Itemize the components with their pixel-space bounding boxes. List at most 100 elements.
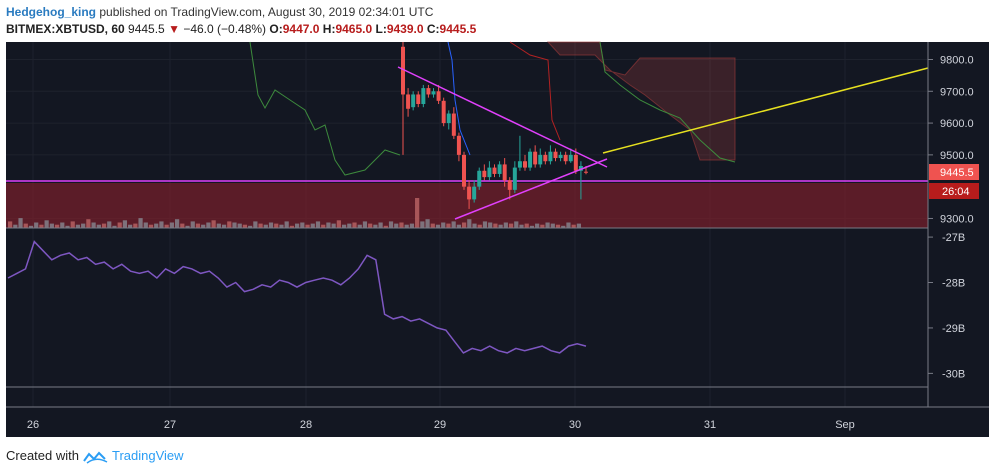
price-axis[interactable] [928, 42, 989, 387]
volume-bar [394, 223, 399, 228]
symbol-label: BITMEX:XBTUSD, 60 [6, 22, 125, 36]
volume-bar [420, 221, 425, 228]
volume-bar [576, 223, 581, 228]
volume-bar [519, 224, 524, 228]
candle [502, 158, 507, 187]
volume-bar [310, 223, 315, 228]
indicator-tick-label: -30B [942, 368, 965, 380]
volume-bar [143, 222, 148, 228]
volume-bar [441, 222, 446, 228]
volume-bar [75, 224, 81, 228]
candle [523, 154, 527, 171]
low-value: 9439.0 [386, 22, 424, 36]
created-with-label: Created with [6, 448, 79, 463]
volume-bar [508, 223, 514, 228]
volume-bar [472, 223, 477, 228]
publish-info: Hedgehog_king published on TradingView.c… [6, 5, 433, 19]
volume-bar [8, 221, 13, 228]
candle [507, 177, 512, 200]
last-price-badge: 9445.5 [929, 164, 979, 180]
volume-bar [185, 225, 190, 228]
volume-bar [555, 224, 561, 228]
candle [492, 164, 497, 178]
close-label: C: [426, 22, 440, 36]
candle [456, 132, 461, 162]
volume-bar [227, 221, 232, 228]
candle [441, 97, 446, 127]
candle [512, 161, 517, 194]
volume-bar [399, 222, 404, 228]
candle [487, 161, 492, 181]
volume-bar [232, 222, 237, 228]
price-tick-label: 9800.0 [940, 54, 974, 66]
volume-bar [446, 223, 451, 228]
candle [426, 84, 431, 98]
volume-bar [482, 221, 488, 228]
volume-bar [373, 224, 378, 228]
price-axis-ticks: 9800.0 9700.0 9600.0 9500.0 9300.0 [928, 54, 974, 225]
volume-bar [18, 218, 23, 228]
author-name[interactable]: Hedgehog_king [6, 5, 97, 19]
candle [543, 151, 548, 165]
volume-bar [571, 224, 576, 228]
candle [497, 161, 502, 178]
candle [533, 145, 538, 168]
time-axis[interactable] [6, 407, 989, 437]
volume-bar [169, 222, 174, 228]
time-tick-label: 30 [569, 419, 581, 431]
volume-bar [430, 223, 435, 228]
volume-bar [91, 222, 96, 228]
volume-bar [96, 224, 101, 228]
support-zone [6, 183, 928, 228]
volume-bar [268, 222, 274, 228]
price-tick-label: 9500.0 [940, 150, 974, 162]
candle [451, 107, 456, 139]
last-price-text: 9445.5 [940, 167, 974, 179]
volume-bar [289, 225, 294, 228]
volume-bar [39, 224, 44, 228]
candle [416, 91, 421, 108]
volume-bar [540, 224, 545, 228]
volume-bar [190, 221, 195, 228]
chart-background [6, 42, 989, 437]
volume-bar [133, 223, 138, 228]
volume-bar [305, 224, 310, 228]
volume-bar [383, 225, 388, 228]
volume-bar [341, 224, 347, 228]
candle [558, 151, 563, 162]
volume-bar [300, 222, 305, 228]
candle [553, 148, 558, 162]
price-tick-label: 9600.0 [940, 118, 974, 130]
volume-bar [195, 223, 201, 228]
volume-bar [295, 223, 300, 228]
volume-bar [456, 224, 461, 228]
volume-bar [498, 224, 503, 228]
indicator-tick-label: -28B [942, 278, 965, 290]
candle [467, 180, 472, 209]
volume-bar [321, 224, 326, 228]
volume-bar [404, 224, 409, 228]
volume-bar [477, 224, 482, 228]
candlesticks [401, 42, 588, 209]
volume-bar [258, 223, 263, 228]
volume-bar [81, 223, 86, 228]
volume-bar [216, 223, 221, 228]
price-change: −46.0 (−0.48%) [183, 22, 267, 36]
volume-bar [362, 221, 368, 228]
symbol-info: BITMEX:XBTUSD, 60 9445.5 ▼ −46.0 (−0.48%… [6, 22, 476, 36]
volume-bar [435, 224, 441, 228]
volume-bar [545, 222, 550, 228]
volume-bar [566, 222, 571, 228]
candle [472, 180, 477, 203]
projection-trendline[interactable] [602, 67, 929, 154]
footer-attribution[interactable]: Created with TradingView [6, 448, 184, 464]
candle [563, 151, 568, 165]
volume-bar [101, 223, 107, 228]
candle [517, 135, 522, 171]
volume-bar [117, 222, 122, 228]
candle [436, 84, 441, 104]
triangle-pattern[interactable] [397, 66, 608, 220]
volume-bar [154, 223, 159, 228]
published-text: published on TradingView.com, August 30,… [99, 5, 434, 19]
